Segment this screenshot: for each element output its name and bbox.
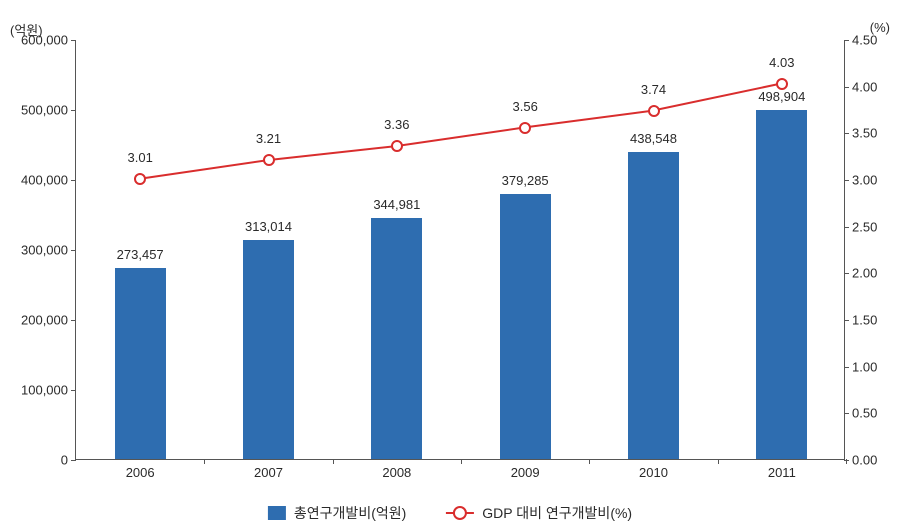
legend-swatch-bar (268, 506, 286, 520)
legend-label-line: GDP 대비 연구개발비(%) (482, 503, 632, 523)
chart-container: (억원) (%) 0100,000200,000300,000400,00050… (0, 0, 900, 529)
legend-item-bar: 총연구개발비(억원) (268, 503, 406, 523)
x-tick-label: 2008 (382, 459, 411, 480)
legend-swatch-line (446, 512, 474, 514)
x-tick-label: 2011 (768, 459, 796, 480)
y-tick-right-mark (844, 320, 849, 321)
y-tick-left-label: 200,000 (21, 313, 76, 328)
x-tick-label: 2006 (126, 459, 155, 480)
legend-label-bar: 총연구개발비(억원) (294, 503, 406, 523)
y-tick-right-mark (844, 180, 849, 181)
y-tick-left-mark (71, 460, 76, 461)
x-tick-mark (204, 459, 205, 464)
y-tick-right-mark (844, 40, 849, 41)
line-marker (648, 105, 660, 117)
line-series (76, 40, 844, 459)
y-tick-left-label: 100,000 (21, 383, 76, 398)
y-tick-right-mark (844, 413, 849, 414)
line-marker (776, 78, 788, 90)
y-tick-left-label: 500,000 (21, 103, 76, 118)
legend-item-line: GDP 대비 연구개발비(%) (446, 503, 632, 523)
y-tick-left-label: 300,000 (21, 243, 76, 258)
legend: 총연구개발비(억원) GDP 대비 연구개발비(%) (268, 503, 632, 523)
line-marker (519, 122, 531, 134)
y-tick-left-label: 400,000 (21, 173, 76, 188)
y-tick-right-mark (844, 273, 849, 274)
x-tick-mark (846, 459, 847, 464)
y-tick-left-label: 600,000 (21, 33, 76, 48)
x-tick-label: 2009 (511, 459, 540, 480)
x-tick-mark (333, 459, 334, 464)
x-tick-mark (718, 459, 719, 464)
x-tick-mark (589, 459, 590, 464)
line-marker (134, 173, 146, 185)
line-marker (263, 154, 275, 166)
plot-area: 0100,000200,000300,000400,000500,000600,… (75, 40, 845, 460)
line-value-label: 4.03 (769, 55, 794, 78)
line-value-label: 3.36 (384, 117, 409, 140)
x-tick-mark (461, 459, 462, 464)
x-tick-label: 2010 (639, 459, 668, 480)
line-value-label: 3.01 (128, 150, 153, 173)
y-tick-right-mark (844, 133, 849, 134)
x-tick-label: 2007 (254, 459, 283, 480)
line-value-label: 3.56 (513, 99, 538, 122)
line-value-label: 3.74 (641, 82, 666, 105)
line-value-label: 3.21 (256, 131, 281, 154)
y-tick-right-mark (844, 367, 849, 368)
line-marker (391, 140, 403, 152)
y-tick-right-mark (844, 227, 849, 228)
y-tick-right-mark (844, 87, 849, 88)
